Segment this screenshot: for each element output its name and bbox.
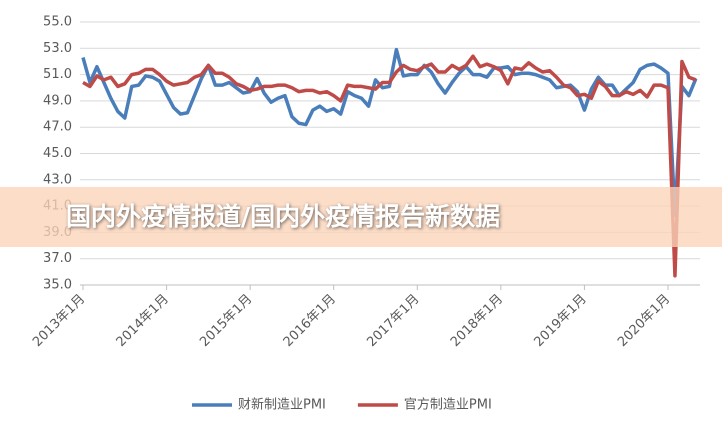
y-tick-label: 51.0 [43, 67, 72, 82]
y-tick-label: 47.0 [43, 120, 72, 135]
banner-title: 国内外疫情报道/国内外疫情报告新数据 [66, 202, 500, 231]
y-tick-label: 55.0 [43, 15, 72, 30]
y-tick-label: 45.0 [43, 146, 72, 161]
series-line [81, 47, 698, 218]
legend-label: 财新制造业PMI [238, 397, 326, 413]
y-tick-label: 37.0 [43, 251, 72, 266]
banner-background [0, 187, 722, 247]
series-line [82, 54, 697, 278]
y-tick-label: 49.0 [43, 93, 72, 108]
legend-label: 官方制造业PMI [404, 397, 492, 413]
y-tick-label: 43.0 [43, 172, 72, 187]
y-tick-label: 35.0 [43, 278, 72, 293]
y-tick-label: 53.0 [43, 41, 72, 56]
